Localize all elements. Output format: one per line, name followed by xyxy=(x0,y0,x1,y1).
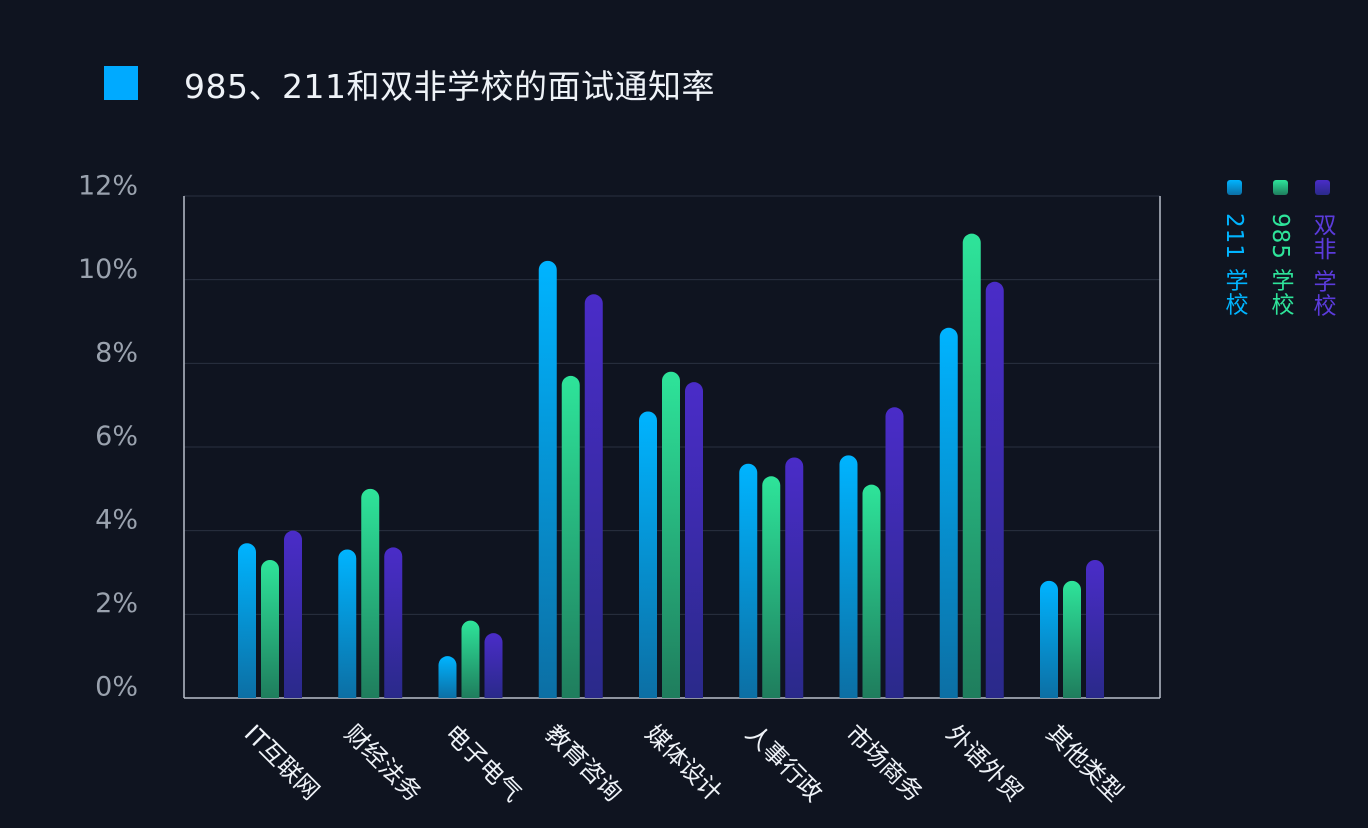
bar xyxy=(584,294,603,698)
bar xyxy=(538,260,557,698)
bar xyxy=(384,547,403,698)
chart-title: 985、211和双非学校的面试通知率 xyxy=(184,67,715,106)
bar xyxy=(261,559,279,698)
y-tick-labels: 0% 2% 4% 6% 8% 10% 12% xyxy=(78,171,138,703)
legend-item: 双非 学校 xyxy=(1308,180,1336,317)
bar xyxy=(438,656,457,698)
bar xyxy=(739,463,758,698)
x-tick-labels: IT互联网 财经法务 电子电气 教育咨询 媒体设计 人事行政 市场商务 外语外贸 其他类型 xyxy=(239,719,1129,807)
legend-swatch xyxy=(1272,180,1288,195)
legend-label: 211 学校 xyxy=(1221,213,1247,317)
legend-item: 211 学校 xyxy=(1220,180,1248,316)
bar xyxy=(1063,580,1081,698)
x-tick-label: 人事行政 xyxy=(740,719,828,807)
x-tick-label: 其他类型 xyxy=(1041,719,1129,807)
y-tick-label: 12% xyxy=(78,171,138,202)
bar xyxy=(785,457,804,698)
bar xyxy=(939,327,958,698)
legend-swatch xyxy=(1226,180,1242,195)
x-tick-label: 市场商务 xyxy=(840,719,928,807)
bar xyxy=(662,371,680,698)
bar xyxy=(361,488,380,698)
bar xyxy=(639,411,657,698)
bar xyxy=(985,281,1004,698)
y-tick-label: 6% xyxy=(95,421,138,452)
bar xyxy=(484,633,503,698)
x-tick-label: 媒体设计 xyxy=(640,719,728,807)
legend-swatch xyxy=(1314,180,1330,195)
bar xyxy=(839,455,858,698)
x-tick-label: 电子电气 xyxy=(439,719,527,807)
bar xyxy=(284,530,302,698)
x-tick-label: 教育咨询 xyxy=(540,719,628,807)
y-tick-label: 2% xyxy=(95,588,138,619)
bar xyxy=(885,407,904,698)
bar xyxy=(338,549,357,698)
legend-label: 985 学校 xyxy=(1267,213,1293,317)
title-marker xyxy=(104,66,138,100)
legend-label: 双非 学校 xyxy=(1309,213,1335,318)
y-tick-label: 8% xyxy=(95,338,138,369)
bar xyxy=(962,233,981,698)
bars xyxy=(238,233,1104,698)
y-tick-label: 0% xyxy=(95,672,138,703)
bar xyxy=(1086,559,1104,698)
bar xyxy=(762,476,781,698)
bar xyxy=(561,375,580,698)
x-tick-label: 外语外贸 xyxy=(941,719,1029,807)
y-tick-label: 4% xyxy=(95,505,138,536)
x-tick-label: IT互联网 xyxy=(239,719,325,805)
bar xyxy=(461,620,480,698)
bar xyxy=(1040,580,1058,698)
bar xyxy=(238,543,256,698)
legend-item: 985 学校 xyxy=(1266,180,1294,316)
bar xyxy=(685,382,703,698)
y-tick-label: 10% xyxy=(78,254,138,285)
bar xyxy=(862,484,881,698)
x-tick-label: 财经法务 xyxy=(339,719,427,807)
